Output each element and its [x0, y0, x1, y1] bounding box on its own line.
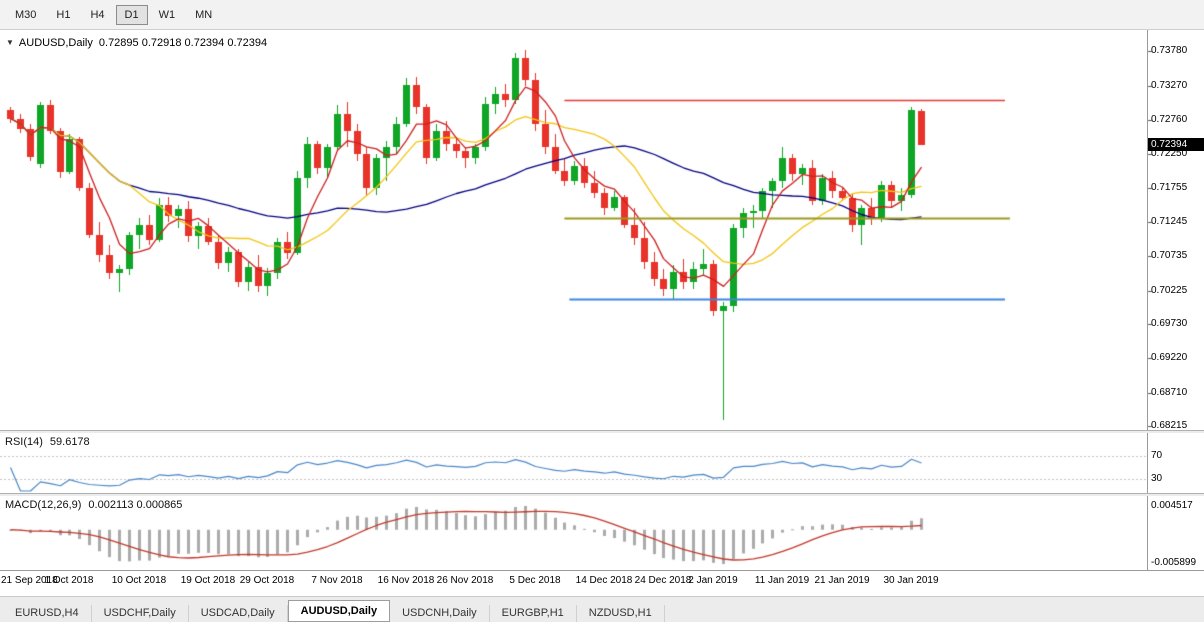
timeframe-button-h1[interactable]: H1: [47, 5, 79, 25]
price-tick: 0.69220: [1151, 352, 1188, 364]
tab-eurusd-h4[interactable]: EURUSD,H4: [3, 605, 92, 622]
tab-audusd-daily[interactable]: AUDUSD,Daily: [287, 600, 391, 622]
price-axis-border: [1147, 30, 1148, 592]
timeframe-button-h4[interactable]: H4: [81, 5, 113, 25]
tab-usdcnh-daily[interactable]: USDCNH,Daily: [390, 605, 490, 622]
macd-name: MACD(12,26,9): [5, 499, 82, 511]
panel-divider-rsi[interactable]: [0, 430, 1204, 433]
chart-ohlc-values: 0.72895 0.72918 0.72394 0.72394: [98, 37, 268, 49]
tab-usdcad-daily[interactable]: USDCAD,Daily: [189, 605, 288, 622]
time-label: 16 Nov 2018: [377, 575, 435, 586]
timeframe-button-w1[interactable]: W1: [150, 5, 185, 25]
time-label: 21 Sep 2018: [1, 575, 58, 586]
price-tick: 0.73270: [1151, 79, 1188, 91]
time-label: 19 Oct 2018: [180, 575, 236, 586]
time-label: 2 Jan 2019: [688, 575, 738, 586]
price-tick: 0.70735: [1151, 250, 1188, 262]
macd-indicator-label: MACD(12,26,9) 0.002113 0.000865: [5, 499, 182, 511]
time-label: 29 Oct 2018: [239, 575, 295, 586]
timeframe-button-m30[interactable]: M30: [6, 5, 45, 25]
rsi-name: RSI(14): [5, 436, 43, 448]
tab-usdchf-daily[interactable]: USDCHF,Daily: [92, 605, 189, 622]
price-tick: 0.69730: [1151, 317, 1188, 329]
price-tick: 0.68215: [1151, 419, 1188, 431]
price-tick: 0.68710: [1151, 386, 1188, 398]
tab-eurgbp-h1[interactable]: EURGBP,H1: [490, 605, 577, 622]
rsi-value: 59.6178: [49, 436, 90, 448]
time-axis[interactable]: 21 Sep 2018 1 Oct 2018 10 Oct 2018 19 Oct 2…: [0, 571, 1204, 592]
time-label: 14 Dec 2018: [575, 575, 633, 586]
time-label: 11 Jan 2019: [754, 575, 810, 586]
time-label: 5 Dec 2018: [509, 575, 561, 586]
price-tick: 0.71755: [1151, 181, 1188, 193]
macd-axis-min: -0.005899: [1151, 557, 1197, 568]
time-label: 30 Jan 2019: [883, 575, 939, 586]
macd-axis-max: 0.004517: [1151, 500, 1193, 511]
price-axis[interactable]: 0.73780 0.73270 0.72760 0.72250 0.71755 0.712…: [1148, 30, 1204, 570]
triangle-down-icon: ▼: [6, 38, 14, 47]
time-axis-border: [0, 570, 1204, 571]
price-tick: 0.72760: [1151, 113, 1188, 125]
price-tick: 0.72250: [1151, 148, 1188, 160]
chart-symbol-label: AUDUSD,Daily: [18, 37, 93, 49]
rsi-level-label: 30: [1151, 473, 1163, 484]
time-label: 7 Nov 2018: [311, 575, 363, 586]
panel-divider-macd[interactable]: [0, 493, 1204, 496]
time-label: 21 Jan 2019: [814, 575, 870, 586]
tab-nzdusd-h1[interactable]: NZDUSD,H1: [577, 605, 665, 622]
timeframe-toolbar: M30 H1 H4 D1 W1 MN: [0, 0, 1204, 30]
chart-title: ▼ AUDUSD,Daily 0.72895 0.72918 0.72394 0.7…: [6, 37, 267, 49]
price-tick: 0.71245: [1151, 215, 1188, 227]
time-label: 26 Nov 2018: [436, 575, 494, 586]
rsi-level-label: 70: [1151, 450, 1163, 461]
price-tick: 0.70225: [1151, 284, 1188, 296]
rsi-indicator-label: RSI(14) 59.6178: [5, 436, 90, 448]
chart-tabs-bar: EURUSD,H4 USDCHF,Daily USDCAD,Daily AUDUSD,…: [0, 596, 1204, 622]
timeframe-button-mn[interactable]: MN: [186, 5, 221, 25]
time-label: 1 Oct 2018: [44, 575, 94, 586]
time-label: 10 Oct 2018: [111, 575, 167, 586]
macd-values: 0.002113 0.000865: [88, 499, 183, 511]
time-label: 24 Dec 2018: [634, 575, 692, 586]
current-price-badge: 0.72394: [1148, 137, 1204, 151]
price-tick: 0.73780: [1151, 45, 1188, 57]
timeframe-button-d1[interactable]: D1: [115, 4, 148, 25]
